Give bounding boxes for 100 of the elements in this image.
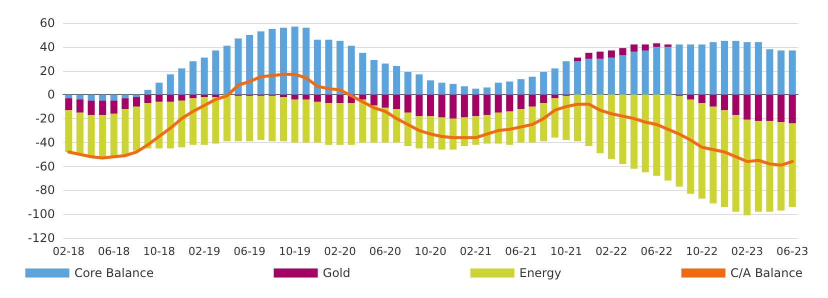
- bar: [608, 94, 615, 160]
- bar: [291, 26, 298, 95]
- bar: [88, 100, 95, 115]
- bar: [517, 79, 524, 95]
- bar: [336, 103, 344, 145]
- bar: [551, 98, 558, 138]
- bar: [325, 103, 332, 145]
- bar: [370, 105, 378, 142]
- x-tick-label: 06-20: [369, 245, 402, 258]
- y-tick-label: -20: [35, 112, 55, 126]
- bar: [528, 76, 536, 95]
- bar: [630, 44, 638, 52]
- bar: [687, 99, 694, 194]
- bar: [472, 94, 480, 116]
- x-tick-label: 10-19: [278, 245, 311, 258]
- bar: [426, 80, 434, 95]
- bar: [65, 94, 72, 98]
- bar: [212, 94, 220, 98]
- bar: [778, 50, 785, 95]
- bar: [223, 46, 230, 95]
- bar: [540, 72, 548, 95]
- bar: [619, 94, 626, 164]
- bar: [788, 50, 796, 95]
- bar: [744, 42, 751, 95]
- x-tick-label: 06-18: [98, 245, 130, 258]
- bar: [382, 108, 389, 142]
- bar: [778, 94, 785, 122]
- legend-label: C/A Balance: [730, 266, 803, 280]
- bar: [619, 48, 626, 56]
- y-tick-label: 20: [40, 64, 55, 78]
- bar: [687, 94, 694, 100]
- bar: [110, 100, 118, 114]
- y-tick-label: 40: [40, 40, 55, 54]
- y-tick-label: -100: [28, 207, 55, 222]
- bar: [416, 94, 423, 116]
- bar: [190, 94, 197, 98]
- bar: [382, 64, 389, 95]
- bar: [574, 61, 582, 95]
- bar: [766, 120, 774, 212]
- bar: [698, 44, 706, 95]
- bar: [393, 66, 400, 95]
- x-tick-label: 02-23: [731, 245, 764, 258]
- bar: [642, 44, 649, 50]
- bar: [144, 103, 152, 148]
- bar: [144, 94, 152, 104]
- bar: [687, 44, 694, 95]
- bar: [585, 58, 592, 95]
- bar: [676, 44, 683, 95]
- bar: [562, 96, 570, 140]
- bar: [257, 96, 264, 140]
- legend-label: Energy: [519, 266, 562, 280]
- bar: [200, 94, 208, 98]
- bar: [653, 43, 660, 47]
- bar: [551, 94, 558, 98]
- bar: [336, 94, 344, 104]
- bar: [325, 40, 332, 95]
- y-tick-label: -80: [35, 183, 55, 198]
- bar: [268, 96, 276, 142]
- x-tick-label: 02-22: [595, 245, 628, 258]
- bar: [732, 40, 740, 95]
- bar: [314, 94, 321, 102]
- bar: [302, 28, 310, 95]
- bar: [585, 52, 592, 59]
- bar: [65, 110, 72, 152]
- bar: [314, 102, 321, 142]
- bar: [268, 28, 276, 95]
- bar: [99, 94, 106, 101]
- bar: [506, 111, 514, 145]
- bar: [65, 98, 72, 110]
- bar: [76, 112, 84, 154]
- bar: [122, 98, 129, 109]
- bar: [450, 94, 457, 119]
- bar: [200, 58, 208, 95]
- y-tick-label: 60: [40, 16, 55, 30]
- bar: [190, 61, 197, 95]
- bar: [596, 58, 604, 95]
- bar: [359, 52, 366, 95]
- y-tick-label: -120: [28, 231, 55, 245]
- bar: [472, 88, 480, 95]
- bar: [132, 106, 140, 151]
- bar: [788, 123, 796, 207]
- bar: [257, 31, 264, 95]
- bar: [234, 96, 242, 142]
- bar: [754, 120, 762, 212]
- bar: [234, 38, 242, 95]
- bar: [359, 94, 366, 100]
- bar: [460, 94, 468, 118]
- bar: [280, 94, 288, 98]
- bar: [99, 114, 106, 157]
- bar: [156, 94, 163, 102]
- bar: [540, 103, 548, 142]
- bar: [710, 42, 717, 95]
- bar: [484, 94, 491, 115]
- bar: [517, 109, 524, 142]
- bar: [76, 99, 84, 113]
- bar: [166, 94, 174, 102]
- bar: [766, 94, 774, 121]
- bar: [754, 94, 762, 121]
- x-tick-label: 06-23: [776, 245, 808, 258]
- x-tick-label: 06-21: [504, 245, 537, 258]
